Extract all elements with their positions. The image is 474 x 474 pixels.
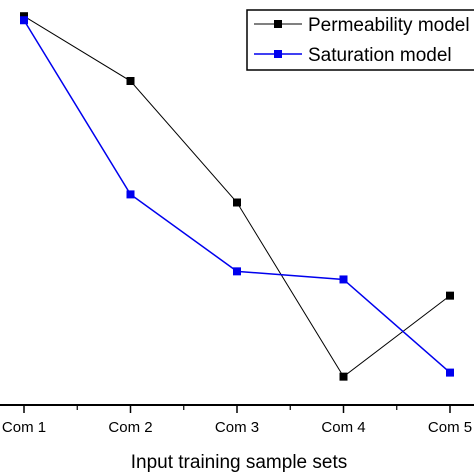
data-point: [233, 198, 241, 207]
x-tick-label: Com 2: [108, 419, 152, 436]
series-line: [23, 19, 451, 374]
x-tick-label: Com 1: [2, 419, 46, 436]
series-saturation: [20, 16, 454, 377]
legend-label-permeability: Permeability model: [308, 15, 470, 36]
legend-label-saturation: Saturation model: [308, 45, 452, 66]
data-point: [339, 275, 348, 284]
x-ticks: Com 1 Com 2 Com 3 Com 4 Com 5: [2, 405, 472, 436]
data-point: [20, 16, 28, 25]
legend-marker-saturation: [274, 50, 282, 58]
legend-box: [246, 9, 474, 71]
data-point: [126, 190, 135, 199]
data-point: [446, 368, 454, 377]
series-permeability: [20, 12, 454, 381]
legend: Permeability model Saturation model: [246, 9, 474, 71]
legend-marker-permeability: [274, 20, 282, 28]
data-point: [126, 77, 135, 85]
x-axis-title: Input training sample sets: [131, 452, 348, 473]
x-tick-label: Com 4: [321, 419, 365, 436]
x-tick-label: Com 3: [215, 419, 259, 436]
data-point: [446, 291, 454, 300]
data-point: [339, 372, 348, 381]
x-tick-label: Com 5: [428, 419, 472, 436]
series-layer: [20, 12, 454, 381]
data-point: [233, 267, 241, 276]
data-point: [20, 12, 28, 21]
